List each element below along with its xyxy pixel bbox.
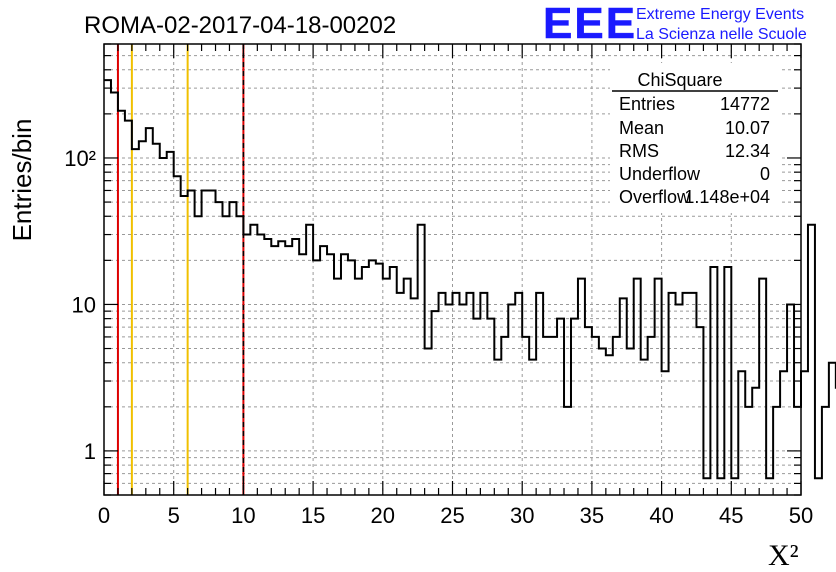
logo-line-2: La Scienza nelle Scuole (636, 26, 807, 43)
x-tick-label: 50 (789, 503, 813, 528)
stats-title: ChiSquare (637, 70, 722, 90)
x-tick-label: 15 (301, 503, 325, 528)
stats-value-rms: 12.34 (725, 141, 770, 161)
stats-value-entries: 14772 (720, 94, 770, 114)
x-tick-label: 35 (580, 503, 604, 528)
stats-value-mean: 10.07 (725, 118, 770, 138)
eee-logo: EEE Extreme Energy Events La Scienza nel… (543, 0, 807, 48)
x-axis-label: X² (768, 539, 799, 572)
stats-box: ChiSquare Entries 14772 Mean 10.07 RMS 1… (610, 63, 780, 213)
stats-label-overflow: Overflow (619, 187, 691, 207)
stats-label-entries: Entries (619, 94, 675, 114)
logo-line-1: Extreme Energy Events (636, 6, 804, 23)
y-tick-label: 1 (84, 439, 96, 464)
x-tick-label: 5 (168, 503, 180, 528)
axis-ticks (103, 43, 802, 496)
y-axis-label: Entries/bin (7, 119, 37, 242)
stats-value-overflow: 1.148e+04 (684, 187, 770, 207)
x-tick-label: 20 (371, 503, 395, 528)
stats-label-mean: Mean (619, 118, 664, 138)
stats-box-background (610, 63, 780, 213)
y-tick-label: 10² (64, 146, 96, 171)
histogram-step-line (104, 79, 836, 480)
x-tick-label: 25 (440, 503, 464, 528)
run-title: ROMA-02-2017-04-18-00202 (84, 12, 396, 39)
logo-mark: EEE (543, 0, 637, 48)
x-tick-label: 10 (231, 503, 255, 528)
stats-label-underflow: Underflow (619, 164, 701, 184)
x-tick-label: 40 (649, 503, 673, 528)
stats-label-rms: RMS (619, 141, 659, 161)
y-tick-label: 10 (72, 292, 96, 317)
stats-value-underflow: 0 (760, 164, 770, 184)
x-tick-label: 0 (98, 503, 110, 528)
threshold-lines (116, 44, 245, 495)
x-tick-label: 45 (719, 503, 743, 528)
tick-labels: 0 5 10 15 20 25 30 35 40 45 50 1 10 10² (64, 146, 813, 528)
x-tick-label: 30 (510, 503, 534, 528)
